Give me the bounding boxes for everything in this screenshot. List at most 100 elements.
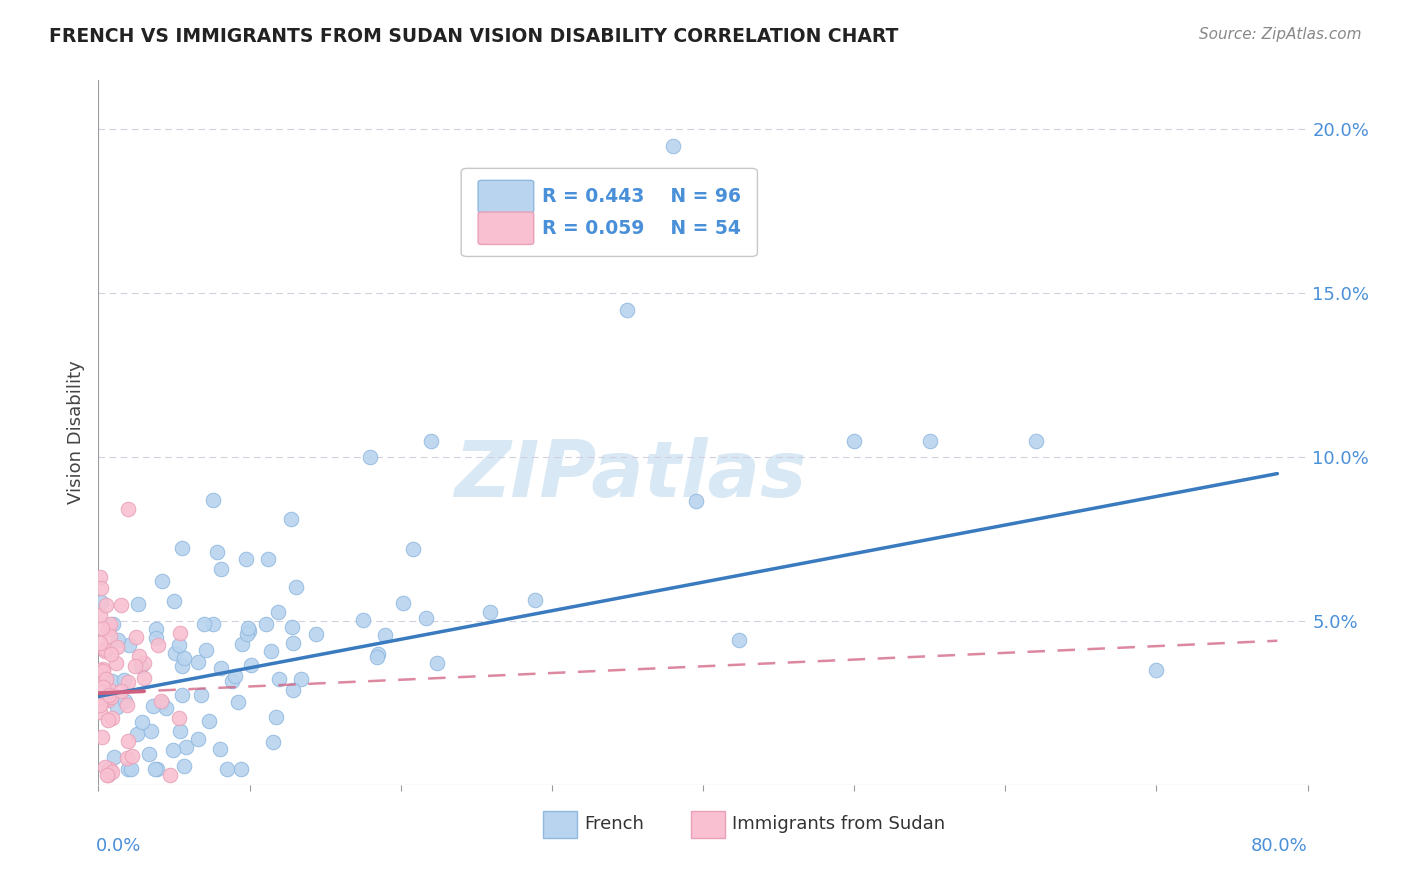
- Point: [236, 621, 259, 635]
- Point: [231, 762, 253, 776]
- Point: [145, 622, 167, 636]
- Point: [198, 714, 221, 728]
- Point: [98, 688, 121, 702]
- Point: [283, 636, 305, 650]
- Point: [281, 683, 304, 698]
- Text: Immigrants from Sudan: Immigrants from Sudan: [733, 815, 945, 833]
- Point: [172, 541, 194, 556]
- Point: [103, 750, 125, 764]
- Point: [523, 593, 546, 607]
- Point: [101, 616, 124, 631]
- Point: [94, 641, 117, 656]
- Point: [1024, 434, 1046, 448]
- Point: [163, 594, 186, 608]
- Point: [226, 695, 249, 709]
- Point: [402, 541, 425, 556]
- Point: [115, 698, 138, 712]
- Point: [728, 633, 751, 648]
- Point: [267, 605, 290, 619]
- Point: [117, 674, 139, 689]
- Point: [155, 701, 177, 715]
- Point: [186, 655, 208, 669]
- Point: [89, 705, 111, 719]
- Point: [221, 674, 243, 689]
- Point: [138, 747, 160, 762]
- FancyBboxPatch shape: [461, 169, 758, 257]
- Point: [162, 743, 184, 757]
- Point: [174, 740, 197, 755]
- Point: [97, 693, 120, 707]
- Point: [142, 698, 165, 713]
- Point: [1144, 663, 1167, 677]
- Point: [844, 434, 866, 448]
- Point: [290, 672, 312, 686]
- Point: [94, 760, 117, 774]
- Point: [173, 651, 195, 665]
- Point: [128, 649, 150, 664]
- Point: [215, 762, 238, 776]
- Text: FRENCH VS IMMIGRANTS FROM SUDAN VISION DISABILITY CORRELATION CHART: FRENCH VS IMMIGRANTS FROM SUDAN VISION D…: [49, 27, 898, 45]
- Point: [167, 711, 190, 725]
- Point: [97, 768, 120, 782]
- Point: [115, 750, 138, 764]
- Text: 80.0%: 80.0%: [1251, 838, 1308, 855]
- Point: [94, 672, 117, 686]
- Point: [208, 742, 231, 756]
- Point: [100, 674, 122, 689]
- Point: [262, 735, 284, 749]
- Point: [98, 683, 121, 698]
- FancyBboxPatch shape: [478, 180, 534, 213]
- Text: R = 0.443    N = 96: R = 0.443 N = 96: [543, 187, 741, 206]
- Point: [91, 672, 114, 686]
- Point: [117, 762, 139, 776]
- Point: [366, 649, 388, 664]
- Point: [415, 611, 437, 625]
- Point: [260, 644, 283, 658]
- Bar: [690, 811, 724, 838]
- Point: [616, 302, 638, 317]
- Point: [97, 762, 120, 776]
- Point: [97, 713, 120, 727]
- Point: [117, 734, 139, 748]
- Text: ZIPatlas: ZIPatlas: [454, 437, 807, 513]
- Point: [193, 616, 215, 631]
- Point: [918, 434, 941, 448]
- Point: [187, 732, 209, 747]
- Point: [266, 710, 288, 724]
- Point: [146, 762, 169, 776]
- Point: [239, 658, 262, 673]
- Point: [114, 694, 136, 708]
- Point: [224, 669, 246, 683]
- Point: [145, 632, 167, 646]
- Point: [540, 237, 562, 252]
- Point: [127, 726, 149, 740]
- Point: [169, 638, 191, 652]
- Point: [89, 698, 111, 713]
- Point: [235, 627, 257, 641]
- Point: [661, 138, 683, 153]
- Point: [117, 502, 139, 516]
- Point: [479, 605, 502, 619]
- Point: [100, 690, 122, 704]
- Point: [723, 204, 745, 219]
- Point: [127, 597, 149, 611]
- Point: [107, 640, 129, 654]
- Point: [159, 768, 181, 782]
- Point: [195, 643, 218, 657]
- Point: [231, 637, 253, 651]
- Point: [129, 659, 152, 673]
- Point: [254, 617, 277, 632]
- Point: [172, 688, 194, 702]
- Point: [105, 700, 128, 714]
- Point: [94, 598, 117, 612]
- Point: [207, 544, 229, 558]
- Point: [110, 684, 132, 698]
- Point: [280, 512, 302, 526]
- Point: [235, 552, 257, 566]
- Point: [107, 632, 129, 647]
- Point: [426, 657, 449, 671]
- Point: [190, 688, 212, 702]
- Y-axis label: Vision Disability: Vision Disability: [66, 360, 84, 505]
- Point: [139, 724, 162, 739]
- Point: [267, 672, 290, 686]
